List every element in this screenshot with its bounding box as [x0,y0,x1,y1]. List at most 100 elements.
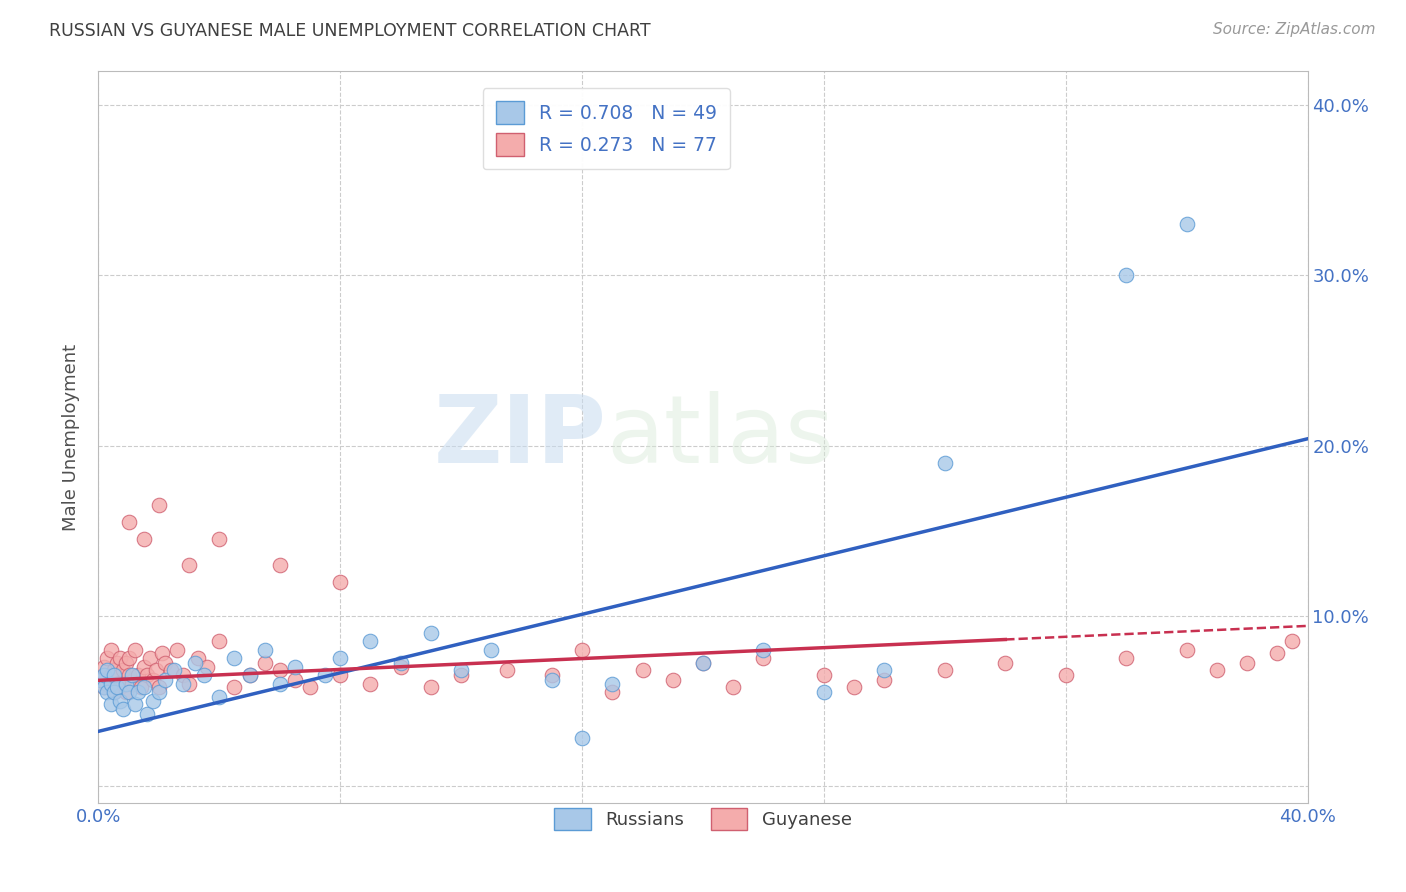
Point [1175,642,1198,657]
Y-axis label: Male Unemployment: Male Unemployment [62,343,80,531]
Point [93,668,115,682]
Point [1115,268,1137,283]
Point [994,657,1017,671]
Point [142,673,165,688]
Point [114,677,136,691]
Point [661,673,683,688]
Point [96,663,118,677]
Point [118,651,141,665]
Point [124,642,146,657]
Point [752,651,775,665]
Point [93,680,115,694]
Point [420,680,443,694]
Text: RUSSIAN VS GUYANESE MALE UNEMPLOYMENT CORRELATION CHART: RUSSIAN VS GUYANESE MALE UNEMPLOYMENT CO… [49,22,651,40]
Point [193,668,215,682]
Point [118,668,141,682]
Point [103,685,125,699]
Point [96,651,118,665]
Point [239,668,262,682]
Point [153,673,176,688]
Point [299,680,322,694]
Point [1236,657,1258,671]
Point [1267,646,1289,660]
Point [124,697,146,711]
Point [166,642,188,657]
Point [179,677,201,691]
Point [96,677,118,691]
Point [602,677,624,691]
Point [195,659,218,673]
Point [103,685,125,699]
Point [1175,218,1198,232]
Point [1115,651,1137,665]
Point [934,456,956,470]
Point [148,680,170,694]
Point [184,657,207,671]
Point [100,668,122,682]
Point [121,668,143,682]
Text: Source: ZipAtlas.com: Source: ZipAtlas.com [1212,22,1375,37]
Point [208,532,231,546]
Point [269,663,291,677]
Point [873,663,896,677]
Point [208,634,231,648]
Point [692,657,714,671]
Point [108,680,131,694]
Point [153,657,176,671]
Point [360,677,382,691]
Point [253,642,276,657]
Point [253,657,276,671]
Point [150,646,173,660]
Point [269,677,291,691]
Point [111,677,134,691]
Point [93,680,115,694]
Text: atlas: atlas [606,391,835,483]
Point [540,673,562,688]
Point [135,668,157,682]
Point [1206,663,1229,677]
Point [420,625,443,640]
Point [1054,668,1077,682]
Point [105,657,128,671]
Point [1281,634,1303,648]
Point [329,651,352,665]
Point [329,668,352,682]
Point [118,685,141,699]
Point [132,659,155,673]
Point [602,685,624,699]
Point [118,515,141,529]
Point [208,690,231,705]
Point [142,694,165,708]
Point [723,680,745,694]
Point [105,677,128,691]
Point [571,731,593,746]
Point [148,685,170,699]
Point [108,694,131,708]
Point [111,663,134,677]
Point [172,677,194,691]
Text: ZIP: ZIP [433,391,606,483]
Point [450,663,472,677]
Point [145,663,167,677]
Point [389,657,412,671]
Point [752,642,775,657]
Point [571,642,593,657]
Point [90,673,112,688]
Point [132,680,155,694]
Point [139,651,162,665]
Point [224,651,246,665]
Point [103,663,125,677]
Point [129,680,152,694]
Point [127,668,149,682]
Point [284,659,307,673]
Point [540,668,562,682]
Point [100,697,122,711]
Point [495,663,517,677]
Point [329,574,352,589]
Point [934,663,956,677]
Point [160,663,183,677]
Point [114,657,136,671]
Point [692,657,714,671]
Point [360,634,382,648]
Point [121,677,143,691]
